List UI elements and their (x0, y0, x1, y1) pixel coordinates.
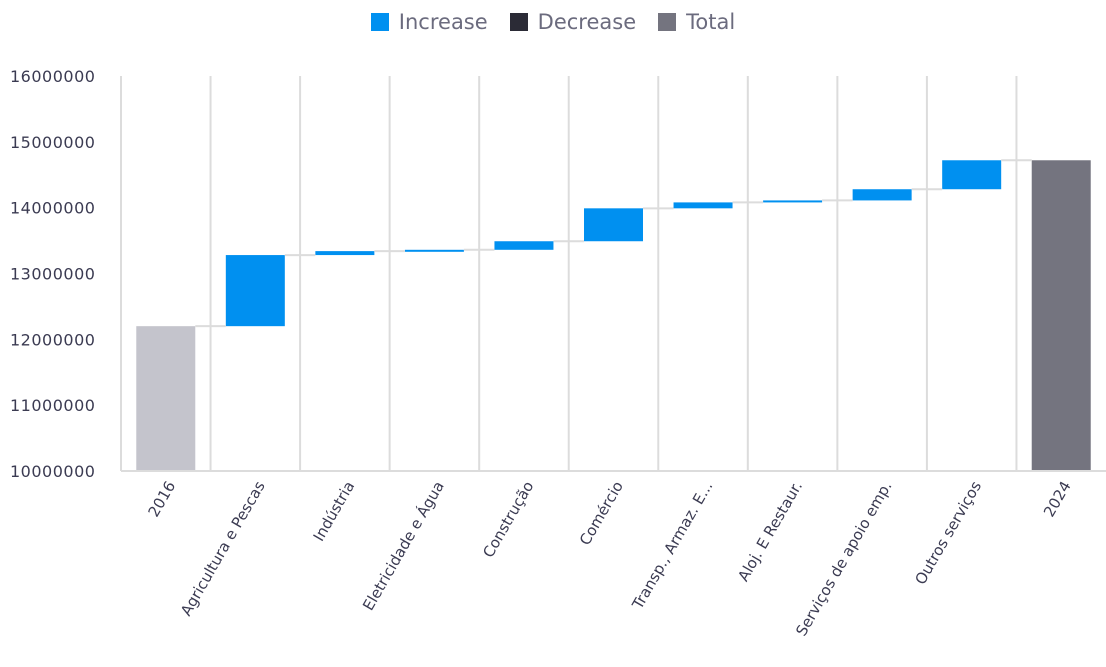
y-tick-label: 15000000 (10, 133, 95, 152)
legend-swatch-decrease (509, 13, 528, 31)
bar-increase (763, 200, 823, 203)
x-tick-label: Comércio (576, 478, 627, 548)
bar-increase (584, 208, 643, 242)
legend-label-increase: Increase (398, 10, 488, 34)
x-tick-label: Serviços de apoio emp. (792, 478, 895, 639)
legend-label-total: Total (686, 10, 736, 34)
legend-swatch-total (658, 13, 677, 31)
bar-start (136, 326, 196, 471)
legend-swatch-increase (370, 13, 389, 31)
bar-increase (942, 160, 1002, 190)
bar-increase (673, 202, 733, 209)
legend-item-increase[interactable]: Increase (370, 10, 488, 34)
bar-total (1031, 160, 1091, 471)
x-tick-label: Outros serviços (911, 478, 985, 588)
x-tick-label: Transp., Armaz. E... (628, 478, 716, 613)
x-tick-label: Eletricidade e Água (358, 477, 448, 613)
bar-increase (225, 255, 285, 327)
y-tick-label: 10000000 (10, 462, 95, 481)
legend-label-decrease: Decrease (537, 10, 637, 34)
bar-increase (315, 251, 375, 256)
x-tick-label: Indústria (310, 478, 359, 544)
y-tick-label: 13000000 (10, 265, 95, 284)
y-tick-label: 14000000 (10, 199, 95, 218)
x-tick-label: 2024 (1040, 478, 1075, 520)
y-tick-label: 11000000 (10, 396, 95, 415)
bar-increase (404, 249, 464, 252)
x-tick-label: Agricultura e Pescas (177, 478, 269, 619)
bar-increase (852, 189, 912, 201)
y-tick-label: 16000000 (10, 67, 95, 86)
legend-item-total[interactable]: Total (658, 10, 735, 34)
x-tick-label: Aloj. E Restaur. (734, 478, 806, 584)
legend: Increase Decrease Total (0, 6, 1106, 38)
bar-increase (494, 241, 554, 250)
legend-item-decrease[interactable]: Decrease (509, 10, 637, 34)
x-tick-label: Construção (479, 478, 537, 561)
x-tick-label: 2016 (145, 478, 180, 520)
y-tick-label: 12000000 (10, 330, 95, 349)
